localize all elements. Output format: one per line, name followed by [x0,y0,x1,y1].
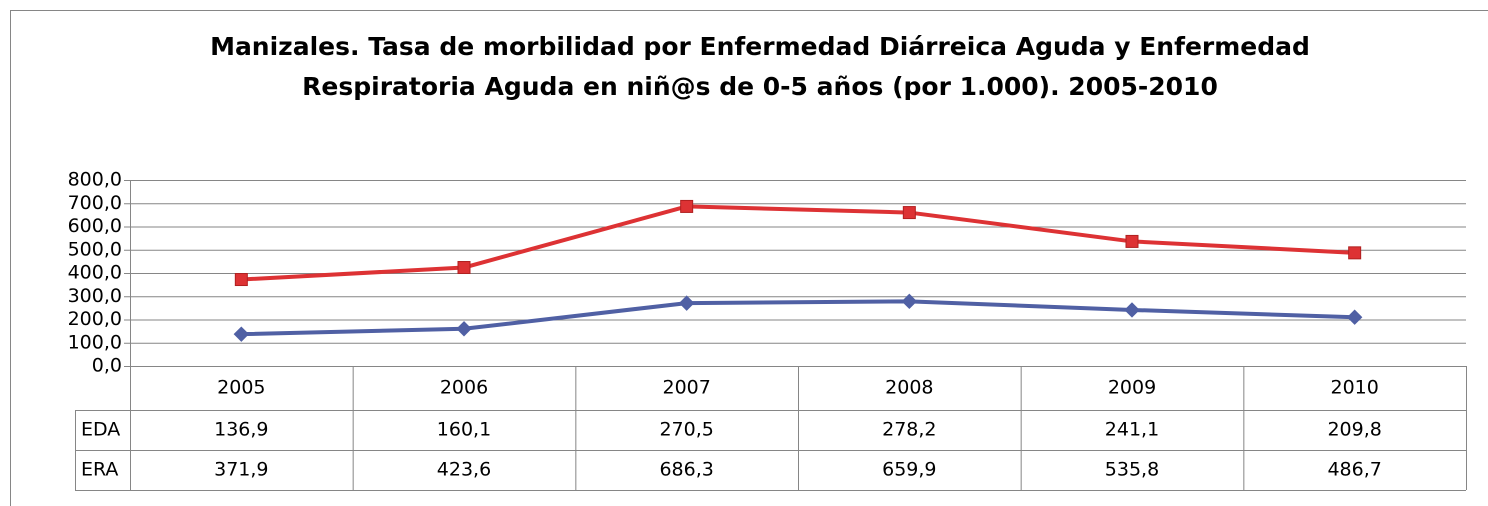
marker [680,199,694,213]
chart-title: Manizales. Tasa de morbilidad por Enferm… [210,32,1310,61]
marker [234,273,248,287]
table-value: 486,7 [1327,459,1381,481]
table-value: 270,5 [659,419,713,441]
y-tick-label: 400,0 [68,262,122,284]
marker [1348,246,1362,260]
x-tick-label: 2005 [217,377,265,399]
y-tick-label: 600,0 [68,215,122,237]
y-tick-label: 800,0 [68,169,122,191]
table-value: 686,3 [659,459,713,481]
y-tick-label: 200,0 [68,308,122,330]
series-line [241,299,1355,337]
chart-title: Respiratoria Aguda en niñ@s de 0-5 años … [302,72,1218,101]
x-tick-label: 2006 [440,377,488,399]
marker [1125,234,1139,248]
marker [456,321,472,337]
table-value: 659,9 [882,459,936,481]
table-value: 278,2 [882,419,936,441]
legend-label: ERA [81,459,118,481]
x-tick-label: 2008 [885,377,933,399]
table-value: 209,8 [1327,419,1381,441]
table-value: 423,6 [437,459,491,481]
table-value: 241,1 [1105,419,1159,441]
chart-frame [10,10,1488,506]
table-value: 160,1 [437,419,491,441]
marker [1124,302,1140,318]
marker [457,261,471,275]
marker [233,326,250,342]
y-tick-label: 700,0 [68,192,122,214]
x-tick-label: 2010 [1330,377,1378,399]
marker [1346,309,1363,325]
marker [902,206,916,220]
y-tick-label: 300,0 [68,285,122,307]
table-value: 535,8 [1105,459,1159,481]
y-tick-label: 0,0 [92,355,122,377]
marker [678,295,695,311]
x-tick-label: 2007 [662,377,710,399]
legend-label: EDA [81,419,120,441]
y-tick-label: 100,0 [68,331,122,353]
x-tick-label: 2009 [1108,377,1156,399]
series-line [241,204,1355,282]
marker [901,293,918,310]
table-value: 371,9 [214,459,268,481]
table-value: 136,9 [214,419,268,441]
y-tick-label: 500,0 [68,238,122,260]
